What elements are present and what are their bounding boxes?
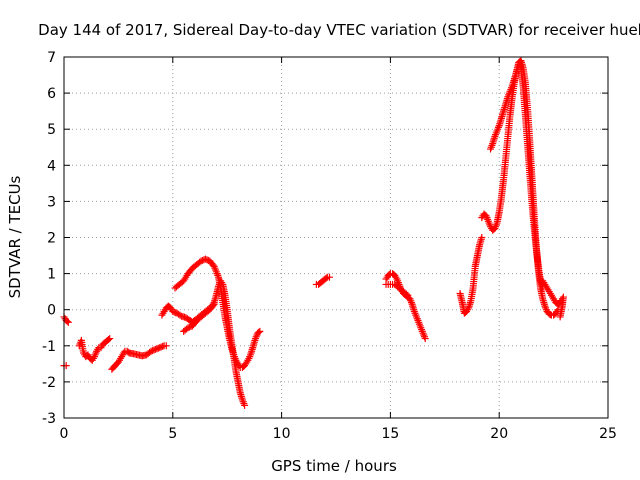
x-tick-label: 25: [599, 426, 617, 442]
data-point: [256, 327, 264, 335]
y-axis-title: SDTVAR / TECUs: [6, 175, 24, 298]
y-tick-label: 4: [47, 158, 56, 174]
y-tick-label: 2: [47, 231, 56, 247]
chart-title: Day 144 of 2017, Sidereal Day-to-day VTE…: [38, 21, 640, 39]
y-tick-label: -1: [42, 339, 56, 355]
data-point: [325, 273, 333, 281]
x-tick-label: 10: [273, 426, 291, 442]
grid-layer: [64, 57, 608, 418]
data-point: [209, 302, 217, 310]
data-layer: [60, 57, 567, 409]
data-point: [239, 398, 247, 406]
y-tick-label: -3: [42, 411, 56, 427]
data-point: [559, 293, 567, 301]
data-point: [421, 335, 429, 343]
y-tick-label: 5: [47, 122, 56, 138]
x-tick-label: 5: [168, 426, 177, 442]
x-tick-label: 0: [60, 426, 69, 442]
y-tick-label: 1: [47, 267, 56, 283]
data-point: [63, 317, 71, 325]
y-tick-label: 3: [47, 194, 56, 210]
data-point: [106, 335, 114, 343]
y-tick-label: 7: [47, 50, 56, 66]
data-point: [162, 342, 170, 350]
x-tick-label: 15: [381, 426, 399, 442]
y-tick-label: -2: [42, 375, 56, 391]
tick-layer: 0 5 10 15 20 25 -3 -2 -1 0 1 2 3 4 5 6 7: [42, 50, 617, 442]
data-point: [322, 274, 330, 282]
data-point: [255, 328, 263, 336]
data-point: [64, 318, 72, 326]
data-point: [402, 290, 410, 298]
y-tick-label: 6: [47, 86, 56, 102]
data-point: [241, 401, 249, 409]
x-tick-label: 20: [490, 426, 508, 442]
data-point: [478, 234, 486, 241]
data-point: [488, 141, 496, 149]
data-point: [210, 300, 218, 308]
data-point: [159, 342, 167, 350]
x-axis-title: GPS time / hours: [271, 457, 397, 475]
data-point: [105, 335, 113, 343]
data-point: [404, 291, 412, 299]
y-tick-label: 0: [47, 303, 56, 319]
